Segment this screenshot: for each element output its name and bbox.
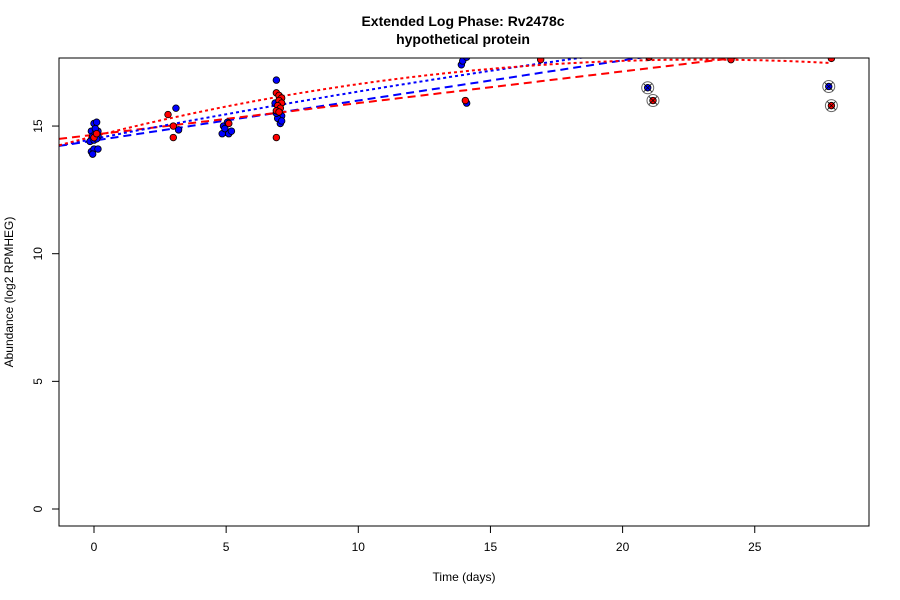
red-data-point — [275, 108, 283, 116]
blue-dashed-fit-line — [59, 58, 646, 147]
blue-data-point — [174, 126, 183, 134]
blue-data-point — [88, 150, 97, 158]
red-data-point — [727, 58, 735, 64]
x-axis-label: Time (days) — [433, 570, 496, 584]
red-data-point — [272, 133, 281, 142]
red-data-point — [92, 130, 101, 138]
blue-data-point — [541, 58, 545, 59]
red-dashed-fit-line — [59, 58, 743, 140]
blue-data-point — [277, 117, 286, 125]
blue-data-point — [172, 104, 180, 112]
red-data-point — [164, 110, 172, 119]
red-data-point — [169, 122, 177, 130]
blue-data-point — [227, 127, 236, 135]
red-data-point — [225, 119, 233, 128]
x-tick-label: 15 — [484, 540, 498, 554]
blue-data-point — [94, 145, 102, 153]
red-data-point — [169, 133, 177, 142]
y-axis-label: Abundance (log2 RPMHEG) — [2, 217, 16, 368]
x-tick-label: 25 — [748, 540, 762, 554]
x-tick-label: 20 — [616, 540, 630, 554]
flagged-red-point — [824, 99, 838, 113]
x-tick-label: 10 — [352, 540, 366, 554]
chart-subtitle: hypothetical protein — [396, 31, 530, 47]
blue-data-point — [272, 76, 281, 84]
x-tick-label: 0 — [91, 540, 98, 554]
flagged-blue-point — [822, 79, 836, 93]
blue-data-point — [221, 124, 229, 133]
blue-dotted-fit-line — [59, 58, 587, 147]
y-tick-label: 5 — [31, 378, 45, 385]
y-tick-label: 10 — [31, 247, 45, 261]
x-tick-label: 5 — [223, 540, 230, 554]
red-data-point — [645, 58, 653, 61]
chart-title: Extended Log Phase: Rv2478c — [361, 13, 564, 29]
blue-data-point — [463, 58, 471, 61]
y-tick-label: 15 — [31, 119, 45, 133]
y-tick-label: 0 — [31, 505, 45, 512]
red-data-point — [461, 96, 470, 105]
blue-data-point — [92, 118, 101, 126]
red-dotted-fit-line — [59, 58, 831, 147]
flagged-blue-point — [641, 81, 655, 95]
flagged-red-point — [646, 94, 660, 108]
red-data-point — [536, 58, 545, 64]
